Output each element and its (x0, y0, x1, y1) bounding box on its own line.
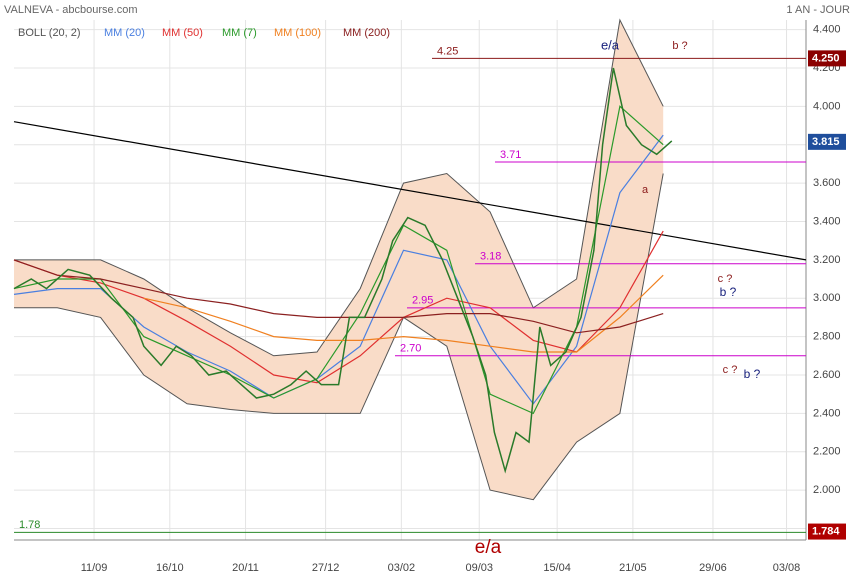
legend-entry: MM (200) (343, 27, 390, 39)
y-tick-label: 2.600 (813, 369, 841, 381)
annotation: b ? (672, 40, 687, 52)
annotation: c ? (718, 273, 733, 285)
price-tag (808, 523, 846, 540)
legend-entry: MM (7) (222, 27, 257, 39)
legend-entry: MM (50) (162, 27, 203, 39)
price-tag-label: 1.784 (812, 525, 840, 537)
x-tick-label: 27/12 (312, 562, 340, 574)
x-tick-label: 03/02 (388, 562, 416, 574)
moving-average (13, 230, 664, 384)
band-lower (14, 173, 664, 501)
y-tick-label: 3.200 (813, 254, 841, 266)
moving-average (13, 259, 664, 334)
trendline (13, 121, 807, 261)
moving-average (143, 274, 664, 353)
x-tick-label: 21/05 (619, 562, 647, 574)
y-tick-label: 3.000 (813, 292, 841, 304)
y-tick-label: 4.000 (813, 100, 841, 112)
x-tick-label: 09/03 (465, 562, 493, 574)
level-label: 1.78 (19, 519, 40, 531)
annotation: e/a (601, 37, 620, 52)
x-tick-label: 15/04 (543, 562, 571, 574)
legend-entry: BOLL (20, 2) (18, 27, 81, 39)
level-label: 2.70 (400, 343, 421, 355)
price-tag-label: 4.250 (812, 52, 840, 64)
annotation: c ? (723, 364, 738, 376)
level-label: 3.18 (480, 251, 501, 263)
band-upper (14, 18, 664, 357)
x-tick-label: 03/08 (773, 562, 801, 574)
legend-entry: MM (20) (104, 27, 145, 39)
y-tick-label: 2.400 (813, 407, 841, 419)
x-tick-label: 16/10 (156, 562, 184, 574)
price-line (13, 67, 673, 474)
legend-entry: MM (100) (274, 27, 321, 39)
x-tick-label: 29/06 (699, 562, 727, 574)
price-tag (808, 133, 846, 150)
annotation: b ? (720, 285, 737, 299)
price-tag-label: 3.815 (812, 136, 840, 148)
y-tick-label: 3.600 (813, 177, 841, 189)
x-tick-label: 20/11 (232, 562, 259, 574)
y-tick-label: 2.200 (813, 446, 841, 458)
annotation: b ? (744, 367, 761, 381)
annotation: a (642, 184, 649, 196)
annotation: e/a (475, 537, 502, 558)
level-label: 4.25 (437, 45, 458, 57)
y-tick-label: 3.400 (813, 215, 841, 227)
price-tag (808, 50, 846, 67)
x-tick-label: 11/09 (81, 562, 108, 574)
period: 1 AN - JOUR (786, 4, 850, 16)
chart-title: VALNEVA - abcbourse.com (4, 4, 138, 16)
y-tick-label: 2.000 (813, 484, 841, 496)
y-tick-label: 4.400 (813, 24, 841, 36)
band-fill (14, 20, 664, 500)
level-label: 2.95 (412, 295, 433, 307)
y-tick-label: 2.800 (813, 331, 841, 343)
level-label: 3.71 (500, 149, 521, 161)
